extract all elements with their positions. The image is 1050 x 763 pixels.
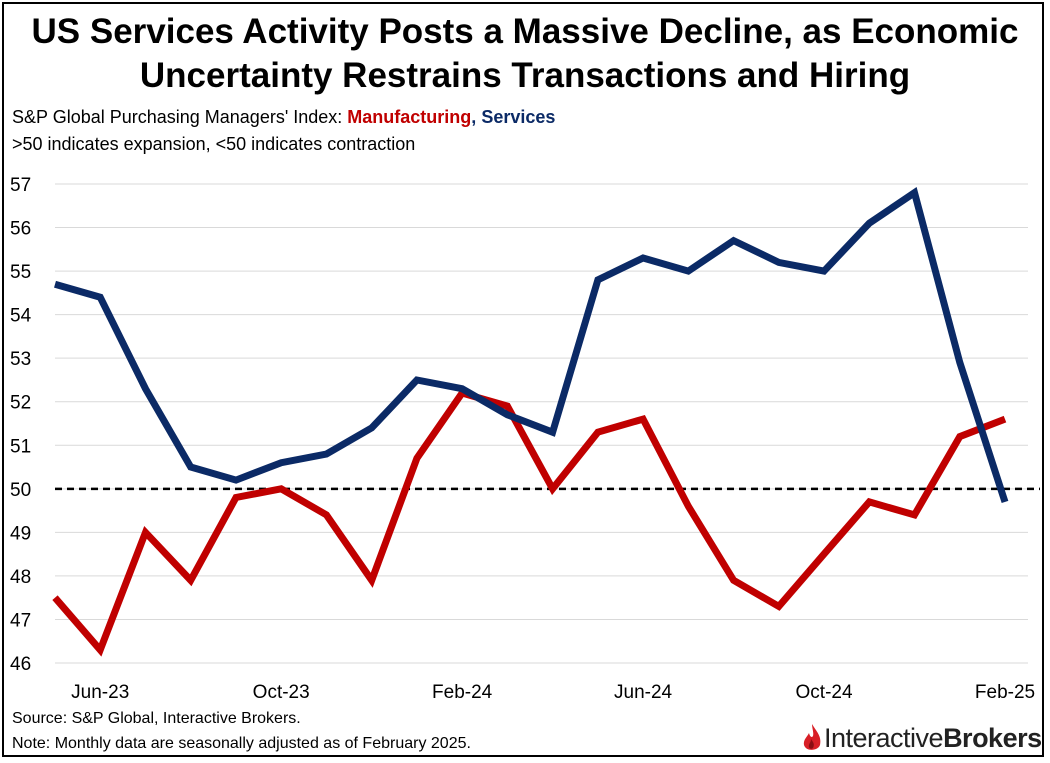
- x-tick-label: Jun-23: [71, 682, 129, 703]
- y-tick-label: 56: [10, 219, 31, 240]
- logo-text: InteractiveBrokers: [824, 723, 1042, 754]
- source-note: Source: S&P Global, Interactive Brokers.: [12, 710, 301, 727]
- y-tick-label: 57: [10, 175, 31, 196]
- y-tick-label: 52: [10, 393, 31, 414]
- chart-subtitle-note: >50 indicates expansion, <50 indicates c…: [12, 134, 416, 154]
- logo-text-part2: Brokers: [943, 722, 1042, 753]
- y-tick-label: 47: [10, 610, 31, 631]
- subtitle-prefix: S&P Global Purchasing Managers' Index:: [12, 107, 348, 127]
- legend-manufacturing: Manufacturing: [347, 107, 472, 127]
- legend-comma: ,: [471, 107, 482, 127]
- x-tick-label: Feb-24: [432, 682, 493, 703]
- interactive-brokers-logo: InteractiveBrokers: [800, 720, 1042, 756]
- series-line-manufacturing: [52, 388, 1007, 657]
- y-tick-label: 49: [10, 523, 31, 544]
- logo-text-part1: Interactive: [824, 722, 944, 753]
- chart-title: US Services Activity Posts a Massive Dec…: [0, 10, 1050, 98]
- y-tick-label: 50: [10, 480, 31, 501]
- title-line-1: US Services Activity Posts a Massive Dec…: [31, 12, 1019, 51]
- x-tick-label: Oct-23: [253, 682, 310, 703]
- x-tick-label: Feb-25: [975, 682, 1035, 703]
- y-tick-label: 51: [10, 436, 31, 457]
- y-tick-label: 48: [10, 567, 31, 588]
- title-line-2: Uncertainty Restrains Transactions and H…: [139, 56, 911, 95]
- y-tick-label: 55: [10, 262, 31, 283]
- legend-services: Services: [481, 107, 556, 127]
- y-tick-label: 53: [10, 349, 31, 370]
- logo-flame-icon: [803, 724, 821, 750]
- y-tick-label: 54: [10, 306, 32, 327]
- chart-subtitle: S&P Global Purchasing Managers' Index: M…: [12, 107, 555, 128]
- data-note: Note: Monthly data are seasonally adjust…: [12, 735, 471, 752]
- x-tick-label: Jun-24: [614, 682, 673, 703]
- series-line-services: [54, 187, 1009, 503]
- y-tick-label: 46: [10, 654, 31, 675]
- x-tick-label: Oct-24: [796, 682, 853, 703]
